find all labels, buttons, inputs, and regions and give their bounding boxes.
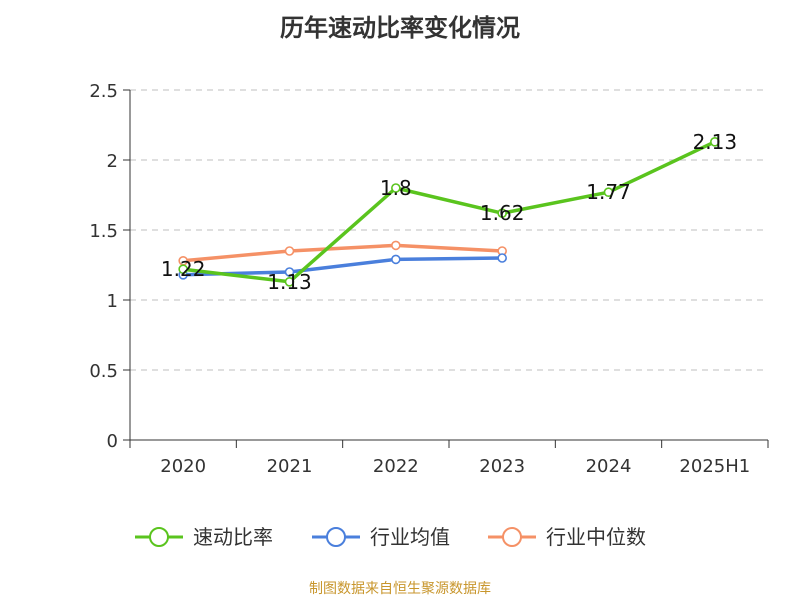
legend-label: 速动比率 xyxy=(193,525,273,549)
data-point xyxy=(710,137,720,147)
data-point xyxy=(284,246,295,256)
data-point xyxy=(497,253,507,263)
legend-marker xyxy=(502,527,522,547)
legend-label: 行业均值 xyxy=(370,525,450,549)
legend[interactable]: 速动比率 行业均值 行业中位数 xyxy=(135,525,646,549)
legend-item[interactable]: 行业均值 xyxy=(312,525,450,549)
data-point xyxy=(603,187,614,197)
series-line xyxy=(183,256,503,277)
data-point xyxy=(497,208,507,218)
data-label: 1.22 xyxy=(161,257,206,281)
axes: 0 0.5 1 1.5 2 2.5 2020 2021 2022 2023 2024 2025H1 xyxy=(89,81,769,477)
y-tick-label: 0.5 xyxy=(89,361,118,382)
x-tick-label: 2025H1 xyxy=(679,456,750,477)
y-tick-label: 1 xyxy=(107,291,118,312)
data-point xyxy=(391,254,401,265)
x-tick-label: 2020 xyxy=(160,456,206,477)
legend-label: 行业中位数 xyxy=(546,525,646,549)
grid-lines xyxy=(130,89,768,371)
data-point xyxy=(284,267,295,277)
data-label: 1.8 xyxy=(380,176,412,200)
series-line xyxy=(182,140,716,284)
y-tick-label: 2.5 xyxy=(89,81,118,102)
y-tick-label: 0 xyxy=(107,431,118,452)
y-tick-label: 1.5 xyxy=(89,221,118,242)
data-label: 2.13 xyxy=(693,130,738,154)
data-label: 1.62 xyxy=(480,201,525,225)
data-label: 1.77 xyxy=(586,180,631,204)
series-line xyxy=(183,243,503,263)
x-tick-label: 2021 xyxy=(267,456,313,477)
data-point xyxy=(284,276,295,287)
y-tick-label: 2 xyxy=(107,151,118,172)
series-lines xyxy=(178,137,720,287)
legend-marker xyxy=(149,527,169,547)
legend-item[interactable]: 速动比率 xyxy=(135,525,273,549)
source-note: 制图数据来自恒生聚源数据库 xyxy=(309,581,491,597)
x-tick-label: 2022 xyxy=(373,456,419,477)
data-point xyxy=(391,240,401,251)
legend-item[interactable]: 行业中位数 xyxy=(488,525,646,549)
data-point xyxy=(391,183,401,193)
data-label: 1.13 xyxy=(267,270,312,294)
series-1 xyxy=(178,253,507,280)
chart-title: 历年速动比率变化情况 xyxy=(280,14,520,42)
legend-marker xyxy=(326,527,346,547)
data-point xyxy=(178,264,188,275)
x-tick-label: 2023 xyxy=(479,456,525,477)
series-0 xyxy=(178,137,720,287)
data-labels: 1.22 1.13 1.8 1.62 1.77 2.13 xyxy=(161,130,737,294)
series-2 xyxy=(178,240,507,266)
x-tick-label: 2024 xyxy=(586,456,632,477)
